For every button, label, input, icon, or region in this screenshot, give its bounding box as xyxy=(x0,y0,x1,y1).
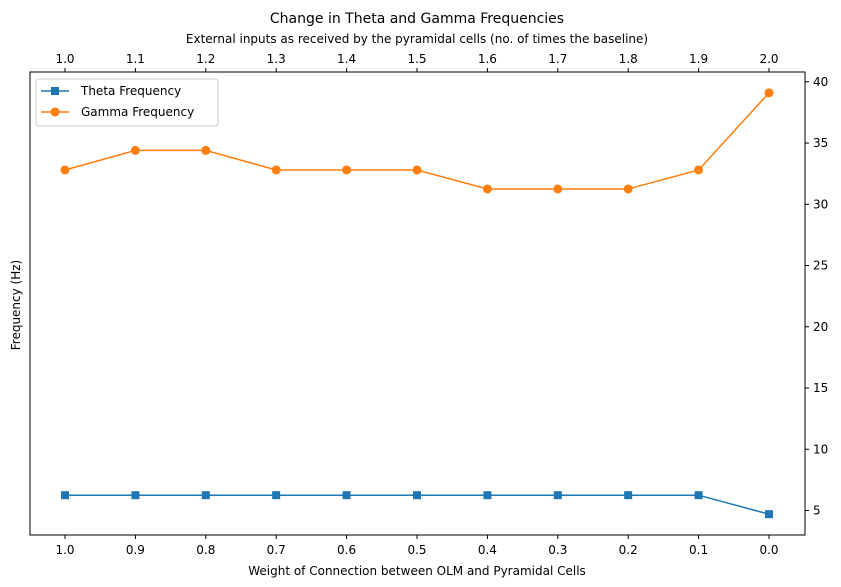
top-x-tick-label: 1.4 xyxy=(337,52,356,66)
series-layer xyxy=(60,88,774,519)
x-tick-label: 0.2 xyxy=(619,543,638,557)
y-tick-label: 20 xyxy=(813,320,828,334)
x-tick-label: 1.0 xyxy=(55,543,74,557)
top-x-tick-label: 1.7 xyxy=(548,52,567,66)
data-point xyxy=(201,491,210,500)
legend-marker xyxy=(50,107,60,117)
chart-title: Change in Theta and Gamma Frequencies xyxy=(270,11,564,27)
data-point xyxy=(413,491,421,500)
y-tick-label: 30 xyxy=(813,197,828,211)
series-gamma-frequency xyxy=(60,88,774,194)
data-point xyxy=(483,491,492,500)
legend-label: Gamma Frequency xyxy=(81,105,194,119)
data-point xyxy=(482,184,492,194)
top-x-tick-label: 1.9 xyxy=(689,52,708,66)
y-axis-label: Frequency (Hz) xyxy=(9,260,23,351)
legend-box xyxy=(35,78,219,127)
x-tick-label: 0.0 xyxy=(759,543,778,557)
legend-item: Theta Frequency xyxy=(41,84,181,98)
data-point xyxy=(271,165,281,175)
data-point xyxy=(342,165,352,175)
data-point xyxy=(694,165,704,175)
data-point xyxy=(553,184,563,194)
plot-area xyxy=(29,71,806,536)
x-tick-label: 0.1 xyxy=(689,543,708,557)
x-tick-label: 0.5 xyxy=(407,543,426,557)
data-point xyxy=(61,491,69,500)
series-theta-frequency xyxy=(61,491,773,519)
top-x-tick-label: 1.3 xyxy=(267,52,286,66)
top-x-tick-label: 1.8 xyxy=(619,52,638,66)
data-point xyxy=(765,510,773,519)
top-x-tick-label: 1.5 xyxy=(407,52,426,66)
y-tick-label: 40 xyxy=(813,75,828,89)
data-point xyxy=(412,165,422,175)
x-tick-label: 0.4 xyxy=(478,543,497,557)
top-x-tick-label: 1.2 xyxy=(196,52,215,66)
data-point xyxy=(272,491,281,500)
top-x-tick-label: 1.6 xyxy=(478,52,497,66)
x-tick-label: 0.8 xyxy=(196,543,215,557)
data-point xyxy=(624,491,633,500)
data-point xyxy=(131,491,140,500)
x-tick-label: 0.9 xyxy=(126,543,145,557)
data-point xyxy=(694,491,703,500)
y-tick-label: 25 xyxy=(813,259,828,273)
data-point xyxy=(342,491,351,500)
top-x-tick-label: 2.0 xyxy=(759,52,778,66)
data-point xyxy=(623,184,633,194)
data-point xyxy=(130,145,140,155)
y-tick-label: 10 xyxy=(813,442,828,456)
y-tick-label: 15 xyxy=(813,381,828,395)
data-point xyxy=(553,491,562,500)
top-x-axis-label: External inputs as received by the pyram… xyxy=(186,32,648,46)
top-x-tick-label: 1.1 xyxy=(126,52,145,66)
top-x-tick-label: 1.0 xyxy=(55,52,74,66)
legend: Theta Frequency Gamma Frequency xyxy=(35,78,219,127)
ticks: 1.0 0.9 0.8 0.7 0.6 0.5 0.4 0.3 0.2 0.1 0.0 1.0 1.1 1… xyxy=(55,52,828,557)
data-point xyxy=(764,88,774,98)
x-tick-label: 0.6 xyxy=(337,543,356,557)
data-point xyxy=(201,145,211,155)
x-axis-label: Weight of Connection between OLM and Pyr… xyxy=(248,564,586,578)
x-tick-label: 0.7 xyxy=(267,543,286,557)
x-tick-label: 0.3 xyxy=(548,543,567,557)
y-tick-label: 5 xyxy=(813,504,821,518)
legend-label: Theta Frequency xyxy=(80,84,181,98)
legend-marker xyxy=(51,87,59,95)
data-point xyxy=(60,165,70,175)
y-tick-label: 35 xyxy=(813,136,828,150)
legend-item: Gamma Frequency xyxy=(41,105,194,119)
